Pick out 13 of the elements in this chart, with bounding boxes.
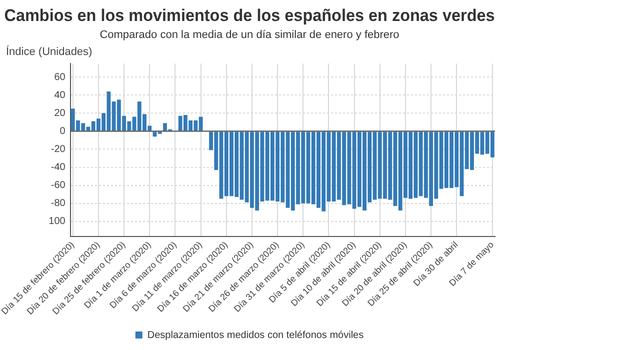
chart-subtitle: Comparado con la media de un día similar de enero y febrero <box>100 29 400 42</box>
y-tick-label: 40 <box>54 90 66 101</box>
y-tick-label: -60 <box>50 180 66 192</box>
y-tick-label: -40 <box>50 162 66 174</box>
y-tick-label: -20 <box>50 144 66 155</box>
legend-label: Desplazamientos medidos con teléfonos móviles <box>147 330 364 341</box>
y-tick-label: 100 <box>48 216 66 228</box>
y-tick-label: 20 <box>54 108 66 119</box>
chart-title: Cambios en los movimientos de los españoles en zonas verdes <box>4 6 495 25</box>
y-tick-label: -80 <box>50 198 66 210</box>
y-tick-label: 0 <box>60 126 66 137</box>
y-tick-label: 60 <box>54 72 66 83</box>
y-axis-title: Índice (Unidades) <box>6 45 92 58</box>
